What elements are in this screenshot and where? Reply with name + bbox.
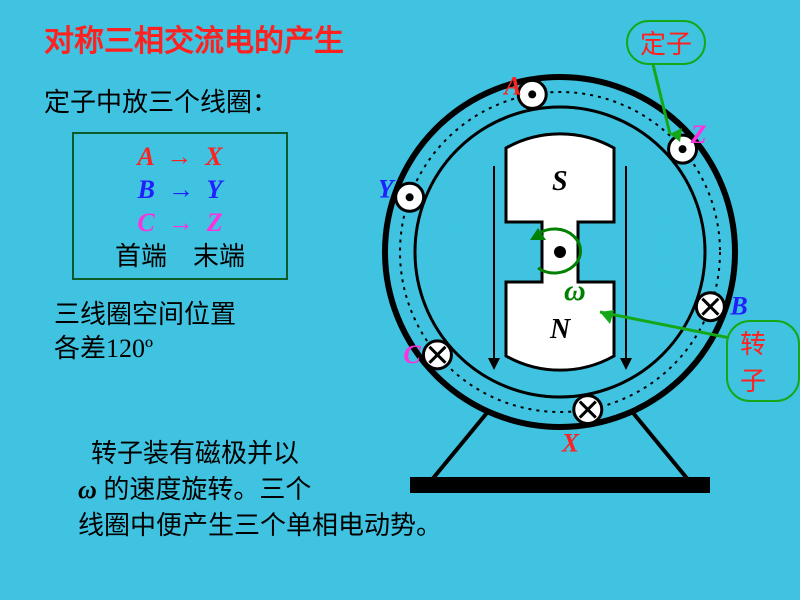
subtitle-1: 定子中放三个线圈： xyxy=(44,82,278,119)
rotor-callout: 转子 xyxy=(726,320,800,402)
svg-text:Z: Z xyxy=(690,120,707,149)
omega-symbol: ω xyxy=(78,475,97,504)
coil-row: C → Z xyxy=(74,206,286,239)
svg-text:Y: Y xyxy=(380,174,396,203)
spacing-note: 三线圈空间位置 各差120º xyxy=(54,298,236,366)
start-label: 首端 xyxy=(115,242,167,271)
svg-text:C: C xyxy=(403,340,421,369)
page-title: 对称三相交流电的产生 xyxy=(44,16,344,60)
svg-text:S: S xyxy=(552,166,568,197)
coil-row: B → Y xyxy=(74,173,286,206)
coil-row: A → X xyxy=(74,140,286,173)
svg-text:X: X xyxy=(561,429,580,458)
generator-diagram: ω S N A Z B X C Y xyxy=(380,62,800,522)
stator-callout: 定子 xyxy=(626,20,706,65)
svg-text:A: A xyxy=(502,71,521,100)
svg-text:B: B xyxy=(729,292,747,321)
svg-text:ω: ω xyxy=(564,274,586,307)
coil-mapping-box: A → XB → YC → Z 首端 末端 xyxy=(72,132,288,280)
end-label: 末端 xyxy=(193,242,245,271)
svg-text:N: N xyxy=(549,314,572,345)
